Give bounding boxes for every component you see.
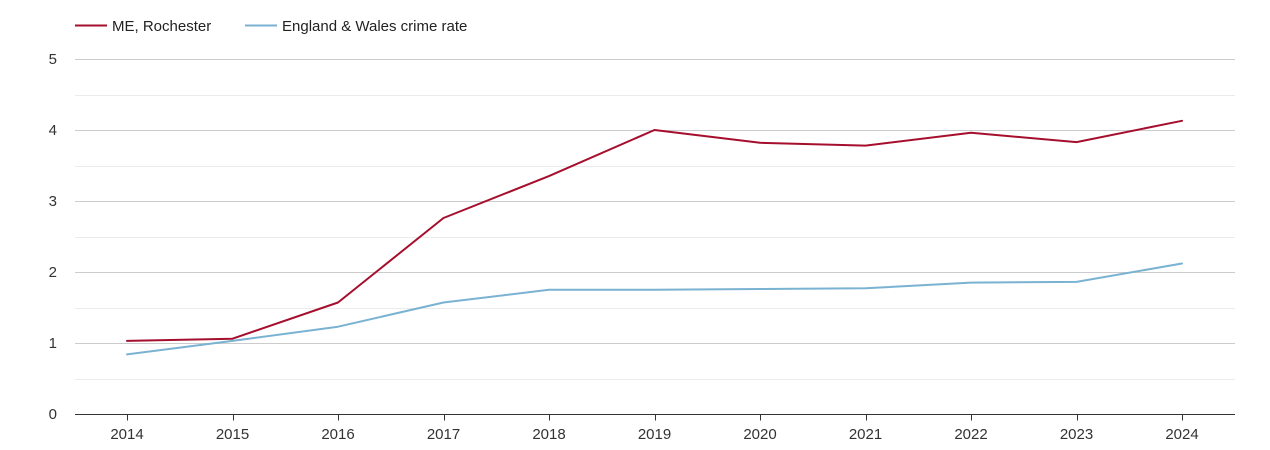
x-tick-label: 2015: [216, 426, 249, 443]
x-tick-label: 2022: [954, 426, 987, 443]
x-tick-label: 2016: [321, 426, 354, 443]
legend-label: England & Wales crime rate: [282, 18, 467, 35]
x-tick-label: 2014: [110, 426, 143, 443]
x-tick-label: 2021: [849, 426, 882, 443]
y-tick-label: 0: [49, 406, 57, 423]
y-tick-label: 5: [49, 51, 57, 68]
x-tick-label: 2017: [427, 426, 460, 443]
x-tick-label: 2024: [1165, 426, 1198, 443]
y-tick-label: 2: [49, 264, 57, 281]
x-tick-label: 2019: [638, 426, 671, 443]
axis-layer: 0 1 2 3 4 5 2014 2015 2016 2017 2018 2019 2020 2021 20…: [49, 51, 1235, 443]
y-tick-label: 4: [49, 122, 57, 139]
x-tick-label: 2018: [532, 426, 565, 443]
legend-label: ME, Rochester: [112, 18, 211, 35]
x-tick-label: 2023: [1060, 426, 1093, 443]
y-tick-label: 1: [49, 335, 57, 352]
series-layer: [126, 119, 1183, 356]
grid-layer: [75, 59, 1235, 380]
y-tick-label: 3: [49, 193, 57, 210]
series-line-0: [126, 119, 1183, 342]
x-tick-label: 2020: [743, 426, 776, 443]
legend: ME, Rochester England & Wales crime rate: [75, 18, 467, 35]
